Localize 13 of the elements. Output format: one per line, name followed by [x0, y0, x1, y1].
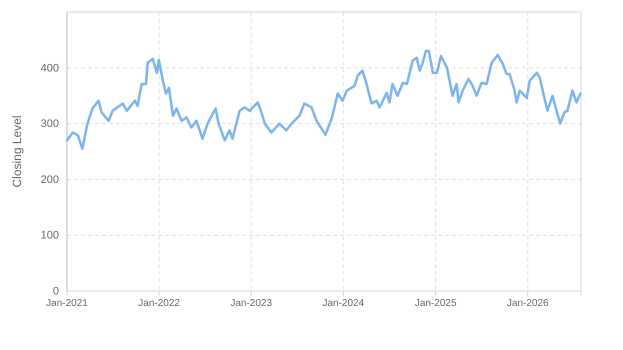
y-tick-label: 200: [40, 174, 59, 186]
x-tick-label: Jan-2024: [322, 298, 365, 310]
x-tick-label: Jan-2025: [414, 298, 457, 310]
x-tick-label: Jan-2022: [138, 298, 180, 310]
y-tick-label: 300: [40, 118, 59, 130]
x-tick-label: Jan-2026: [506, 298, 550, 310]
x-tick-label: Jan-2021: [46, 298, 88, 310]
y-tick-label: 0: [52, 286, 59, 298]
x-tick-label: Jan-2023: [230, 298, 272, 310]
y-axis-title: Closing Level: [10, 115, 24, 188]
line-series: [66, 50, 582, 150]
y-tick-label: 100: [40, 230, 59, 242]
y-tick-label: 400: [40, 62, 59, 74]
